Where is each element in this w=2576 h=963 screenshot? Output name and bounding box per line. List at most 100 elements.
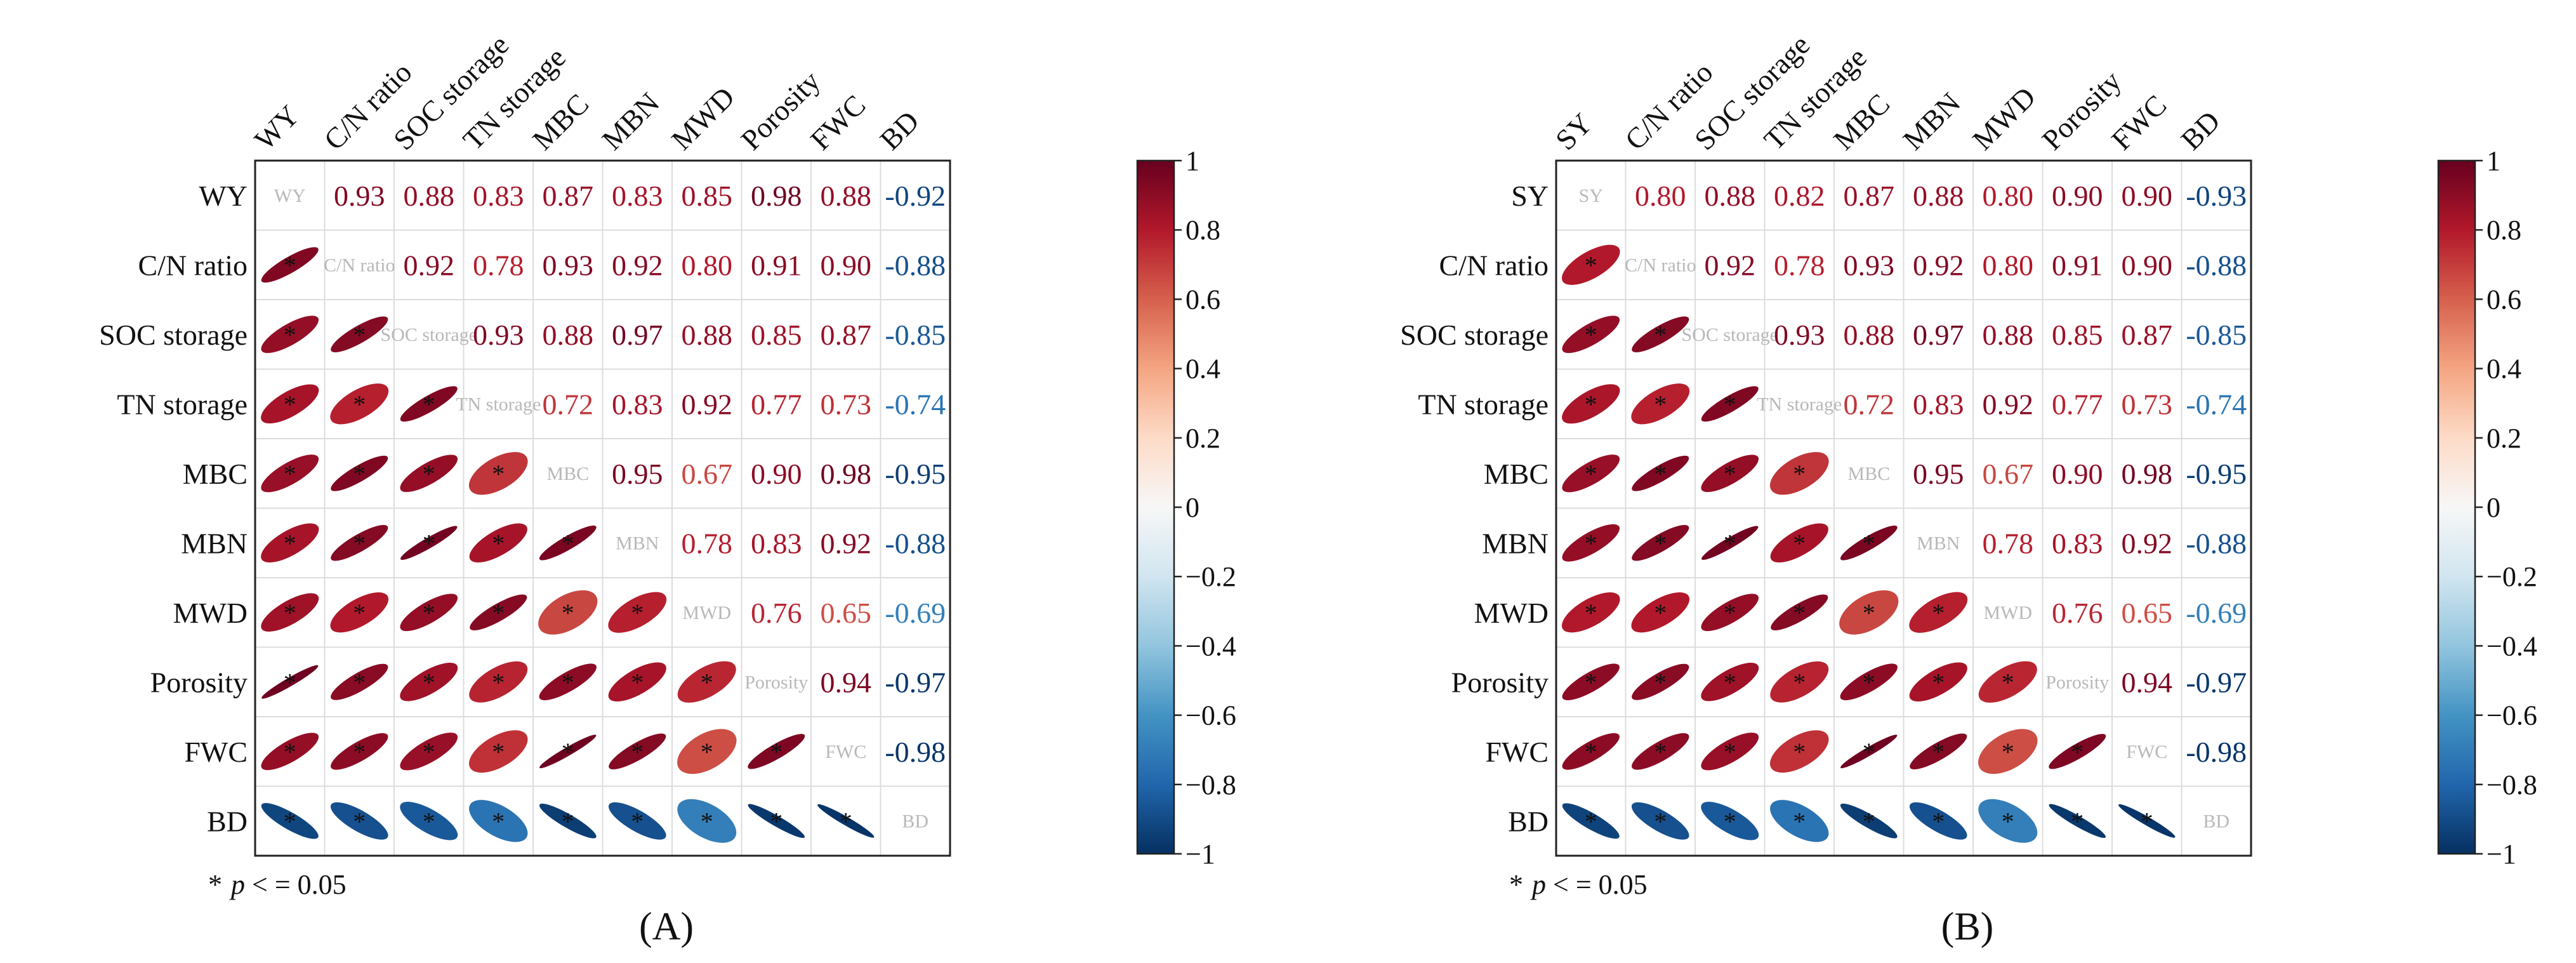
significance-star: *: [631, 738, 644, 766]
footnote-star: *: [1509, 869, 1523, 900]
correlation-value: 0.94: [821, 666, 872, 698]
correlation-ellipse: [539, 525, 597, 561]
significance-star: *: [770, 807, 783, 835]
correlation-ellipse: [400, 802, 458, 840]
correlation-value: 0.85: [751, 319, 802, 351]
significance-star: *: [353, 599, 366, 627]
correlation-ellipse: [1631, 802, 1689, 840]
correlation-ellipse: [261, 384, 319, 424]
row-label: C/N ratio: [1439, 249, 1549, 281]
significance-star: *: [2002, 668, 2014, 696]
correlation-ellipse: [1701, 526, 1759, 560]
correlation-value: -0.98: [885, 736, 946, 768]
significance-star: *: [1654, 321, 1667, 349]
significance-star: *: [1585, 390, 1597, 418]
significance-star: *: [1654, 599, 1667, 627]
correlation-value: -0.85: [885, 319, 946, 351]
colorbar-tick-label: −0.8: [2487, 769, 2537, 800]
colorbar-tick-label: 0.4: [1186, 354, 1220, 385]
diagonal-label: MBC: [546, 463, 589, 484]
correlation-ellipse: [1701, 733, 1759, 771]
correlation-value: -0.69: [2186, 597, 2247, 629]
significance-star: *: [353, 460, 366, 488]
correlation-ellipse: [1562, 524, 1620, 562]
correlation-ellipse: [1632, 525, 1689, 561]
row-label: MBN: [181, 527, 248, 559]
significance-star: *: [2071, 738, 2084, 766]
row-label: Porosity: [1451, 666, 1549, 698]
correlation-value: 0.92: [1983, 388, 2034, 420]
significance-star: *: [1654, 390, 1667, 418]
correlation-ellipse: [1561, 244, 1620, 285]
significance-star: *: [1724, 390, 1736, 418]
correlation-ellipse: [1632, 455, 1689, 491]
significance-star: *: [353, 738, 366, 766]
significance-star: *: [284, 529, 296, 557]
correlation-value: 0.93: [473, 319, 524, 351]
correlation-ellipse: [1701, 386, 1759, 422]
correlation-ellipse: [1562, 733, 1620, 770]
correlation-value: 0.92: [1913, 249, 1964, 281]
correlation-value: 0.88: [1913, 180, 1964, 212]
correlation-ellipse: [400, 594, 458, 632]
correlation-value: 0.73: [821, 388, 872, 420]
correlation-ellipse: [817, 804, 875, 838]
significance-star: *: [1932, 807, 1945, 835]
column-label: MWD: [1966, 81, 2042, 156]
correlation-value: 0.65: [2122, 597, 2173, 629]
significance-star: *: [284, 321, 296, 349]
significance-star: *: [284, 668, 296, 696]
colorbar: [1136, 159, 1175, 855]
correlation-ellipse: [1562, 803, 1620, 839]
correlation-ellipse: [2049, 734, 2106, 769]
significance-star: *: [1932, 738, 1945, 766]
colorbar-tick-label: 0.2: [1186, 423, 1220, 454]
correlation-ellipse: [1839, 590, 1899, 635]
correlation-ellipse: [1840, 803, 1898, 839]
correlation-ellipse: [1701, 663, 1759, 701]
correlation-value: 0.92: [612, 249, 663, 281]
correlation-value: 0.88: [821, 180, 872, 212]
correlation-ellipse: [2118, 804, 2176, 838]
correlation-ellipse: [609, 733, 666, 769]
significance-star: *: [701, 738, 713, 766]
diagonal-label: C/N ratio: [324, 255, 395, 276]
significance-star: *: [1654, 738, 1667, 766]
significance-star: *: [1724, 460, 1736, 488]
correlation-ellipse: [261, 315, 319, 354]
correlation-ellipse: [539, 734, 597, 769]
significance-star: *: [562, 807, 574, 835]
correlation-value: 0.77: [751, 388, 802, 420]
correlation-value: 0.83: [612, 180, 663, 212]
correlation-ellipse: [748, 734, 805, 769]
footnote-threshold: < = 0.05: [1546, 869, 1648, 900]
correlation-value: 0.67: [682, 458, 733, 490]
significance-star: *: [1863, 529, 1875, 557]
footnote-threshold: < = 0.05: [245, 869, 347, 900]
significance-star: *: [2002, 738, 2014, 766]
correlation-ellipse: [331, 316, 388, 352]
correlation-ellipse: [331, 455, 388, 491]
plot-frame: [1555, 159, 2252, 857]
significance-star: *: [1793, 668, 1806, 696]
correlation-ellipse: [261, 247, 319, 283]
correlation-value: 0.88: [543, 319, 594, 351]
significance-star: *: [1585, 251, 1597, 279]
correlation-value: 0.90: [2052, 458, 2103, 490]
significance-star: *: [353, 390, 366, 418]
significance-star: *: [701, 668, 713, 696]
correlation-value: 0.72: [543, 388, 594, 420]
correlation-ellipse: [1909, 662, 1967, 702]
correlation-ellipse: [1840, 734, 1898, 769]
row-label: BD: [207, 805, 248, 837]
significance-star: *: [353, 807, 366, 835]
significance-star: *: [1863, 599, 1875, 627]
correlation-ellipse: [468, 452, 528, 495]
correlation-value: 0.87: [2122, 319, 2173, 351]
correlation-value: 0.80: [1983, 180, 2034, 212]
significance-star: *: [423, 599, 435, 627]
correlation-value: 0.95: [1913, 458, 1964, 490]
diagonal-label: BD: [902, 811, 928, 832]
correlation-ellipse: [1631, 592, 1690, 633]
